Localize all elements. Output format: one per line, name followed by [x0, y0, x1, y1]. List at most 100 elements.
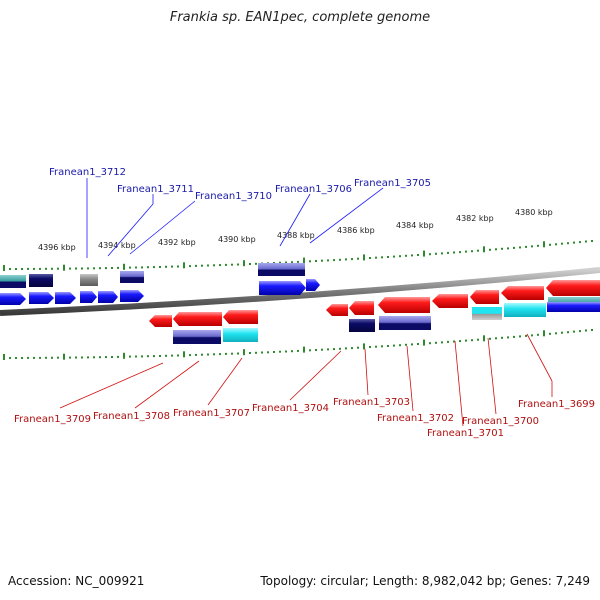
ruler-minor-tick	[441, 252, 443, 255]
ruler-minor-tick	[393, 255, 395, 258]
gene-label-franean1-3706[interactable]: Franean1_3706	[275, 184, 352, 195]
ruler-minor-tick	[141, 266, 143, 269]
forward-gene-arrow[interactable]	[120, 290, 144, 302]
gene-label-franean1-3701[interactable]: Franean1_3701	[427, 428, 504, 439]
ruler-minor-tick	[501, 336, 503, 339]
ruler-major-tick	[243, 349, 245, 356]
ruler-minor-tick	[27, 267, 29, 270]
reverse-gene-arrow[interactable]	[546, 280, 600, 296]
reverse-gene-arrow[interactable]	[223, 310, 258, 324]
ruler-minor-tick	[21, 268, 23, 270]
ruler-major-tick	[363, 343, 365, 350]
ruler-minor-tick	[585, 240, 587, 243]
ruler-label: 4384 kbp	[396, 221, 434, 230]
ruler-minor-tick	[573, 330, 575, 333]
forward-gene-arrow[interactable]	[80, 291, 97, 303]
ruler-minor-tick	[207, 353, 209, 356]
genome-summary-text: Topology: circular; Length: 8,982,042 bp…	[260, 574, 590, 588]
gene-block[interactable]	[504, 303, 546, 317]
ruler-minor-tick	[15, 357, 17, 359]
gene-label-franean1-3712[interactable]: Franean1_3712	[49, 167, 126, 178]
genome-backbone	[0, 267, 600, 316]
ruler-minor-tick	[519, 335, 521, 338]
ruler-minor-tick	[519, 246, 521, 249]
forward-gene-arrow[interactable]	[98, 291, 118, 303]
ruler-minor-tick	[471, 339, 473, 342]
gene-block[interactable]	[258, 263, 305, 276]
reverse-gene-arrow[interactable]	[349, 301, 374, 315]
gene-label-franean1-3710[interactable]: Franean1_3710	[195, 191, 272, 202]
ruler-label: 4382 kbp	[456, 214, 494, 223]
ruler-minor-tick	[417, 254, 419, 256]
ruler-minor-tick	[309, 349, 311, 352]
gene-label-franean1-3700[interactable]: Franean1_3700	[462, 416, 539, 427]
ruler-minor-tick	[171, 354, 173, 357]
ruler-minor-tick	[321, 348, 323, 351]
reverse-gene-arrow[interactable]	[470, 290, 499, 304]
ruler-minor-tick	[357, 346, 359, 349]
ruler-minor-tick	[291, 350, 293, 353]
gene-label-franean1-3711[interactable]: Franean1_3711	[117, 184, 194, 195]
ruler-minor-tick	[255, 262, 257, 265]
ruler-major-tick	[123, 352, 125, 359]
gene-label-franean1-3704[interactable]: Franean1_3704	[252, 403, 329, 414]
reverse-gene-arrow[interactable]	[378, 297, 430, 313]
gene-block[interactable]	[0, 275, 26, 288]
reverse-gene-arrow[interactable]	[326, 304, 348, 316]
gene-label-franean1-3702[interactable]: Franean1_3702	[377, 413, 454, 424]
reverse-gene-arrow[interactable]	[173, 312, 222, 326]
gene-label-franean1-3707[interactable]: Franean1_3707	[173, 408, 250, 419]
ruler-minor-tick	[111, 356, 113, 358]
ruler-minor-tick	[525, 334, 527, 337]
gene-block[interactable]	[120, 271, 144, 283]
gene-block[interactable]	[173, 330, 221, 344]
ruler-minor-tick	[489, 248, 491, 251]
ruler-minor-tick	[453, 340, 455, 343]
forward-gene-arrow[interactable]	[0, 293, 26, 305]
ruler-minor-tick	[33, 356, 35, 359]
ruler-major-tick	[63, 264, 65, 271]
ruler-minor-tick	[513, 246, 515, 249]
gene-block[interactable]	[472, 307, 502, 320]
forward-gene-arrow[interactable]	[306, 279, 320, 291]
ruler-minor-tick	[555, 243, 557, 246]
ruler-minor-tick	[99, 267, 101, 270]
ruler-minor-tick	[351, 258, 353, 261]
ruler-minor-tick	[273, 351, 275, 353]
gene-block[interactable]	[379, 316, 431, 330]
gene-block[interactable]	[547, 302, 600, 312]
reverse-gene-arrow[interactable]	[501, 286, 544, 300]
forward-gene-arrow[interactable]	[259, 281, 306, 295]
gene-block[interactable]	[80, 274, 98, 286]
ruler-minor-tick	[387, 256, 389, 258]
ruler-minor-tick	[315, 260, 317, 262]
gene-label-franean1-3709[interactable]: Franean1_3709	[14, 414, 91, 425]
ruler-minor-tick	[69, 356, 71, 359]
ruler-minor-tick	[459, 251, 461, 254]
ruler-minor-tick	[285, 350, 287, 353]
reverse-gene-arrow[interactable]	[432, 294, 468, 308]
gene-label-franean1-3708[interactable]: Franean1_3708	[93, 411, 170, 422]
gene-label-franean1-3699[interactable]: Franean1_3699	[518, 399, 595, 410]
ruler-minor-tick	[135, 355, 137, 358]
ruler-major-tick	[483, 335, 485, 342]
ruler-minor-tick	[279, 261, 281, 264]
forward-gene-arrow[interactable]	[55, 292, 76, 304]
ruler-minor-tick	[225, 263, 227, 266]
ruler-minor-tick	[165, 265, 167, 268]
ruler-minor-tick	[573, 241, 575, 244]
gene-label-franean1-3705[interactable]: Franean1_3705	[354, 178, 431, 189]
gene-block[interactable]	[29, 274, 53, 287]
gene-label-franean1-3703[interactable]: Franean1_3703	[333, 397, 410, 408]
gene-block[interactable]	[223, 328, 258, 342]
ruler-minor-tick	[225, 352, 227, 355]
ruler-minor-tick	[435, 252, 437, 255]
ruler-major-tick	[3, 265, 5, 271]
ruler-minor-tick	[153, 355, 155, 358]
forward-gene-arrow[interactable]	[29, 292, 54, 304]
ruler-minor-tick	[57, 356, 59, 359]
reverse-gene-arrow[interactable]	[149, 315, 172, 327]
gene-block[interactable]	[349, 319, 375, 332]
ruler-major-tick	[243, 260, 245, 267]
